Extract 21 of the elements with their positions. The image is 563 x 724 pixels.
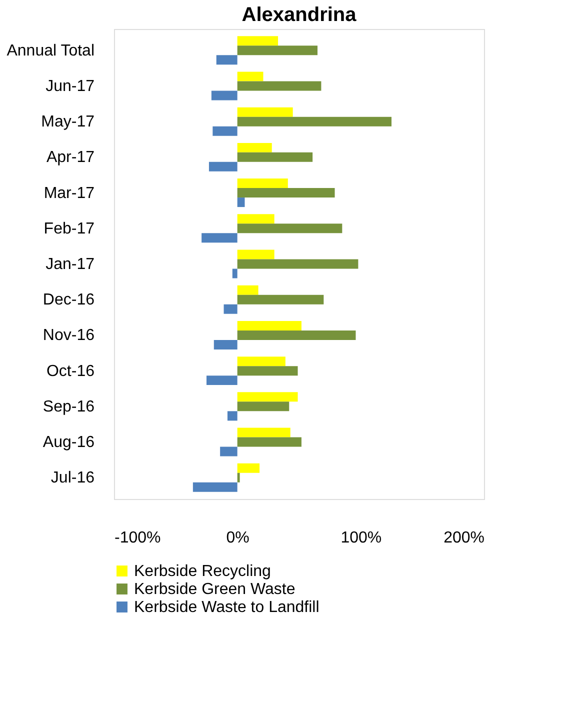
y-tick-label: Oct-16: [46, 362, 95, 380]
y-tick-label: Sep-16: [42, 398, 95, 416]
x-tick-label: 100%: [340, 530, 382, 546]
y-tick-label: Mar-17: [44, 184, 95, 202]
y-tick-label: Nov-16: [42, 327, 95, 344]
y-tick-label: Jun-17: [46, 78, 95, 95]
legend-label: Kerbside Green Waste: [134, 581, 296, 598]
x-tick-label: 200%: [444, 530, 484, 546]
x-tick-label: -100%: [114, 530, 161, 546]
x-tick-label: 0%: [226, 530, 250, 546]
y-tick-label: Apr-17: [46, 149, 95, 166]
chart-title: Alexandrina: [242, 4, 358, 26]
y-tick-label: Jan-17: [46, 256, 95, 273]
legend-label: Kerbside Waste to Landfill: [134, 599, 320, 616]
y-tick-label: Dec-16: [42, 292, 95, 309]
y-tick-label: Feb-17: [44, 220, 95, 238]
y-tick-label: Aug-16: [42, 434, 95, 452]
y-tick-label: May-17: [41, 114, 95, 131]
y-tick-label: Annual Total: [6, 42, 94, 60]
legend-label: Kerbside Recycling: [134, 563, 271, 580]
y-tick-label: Jul-16: [50, 470, 95, 487]
